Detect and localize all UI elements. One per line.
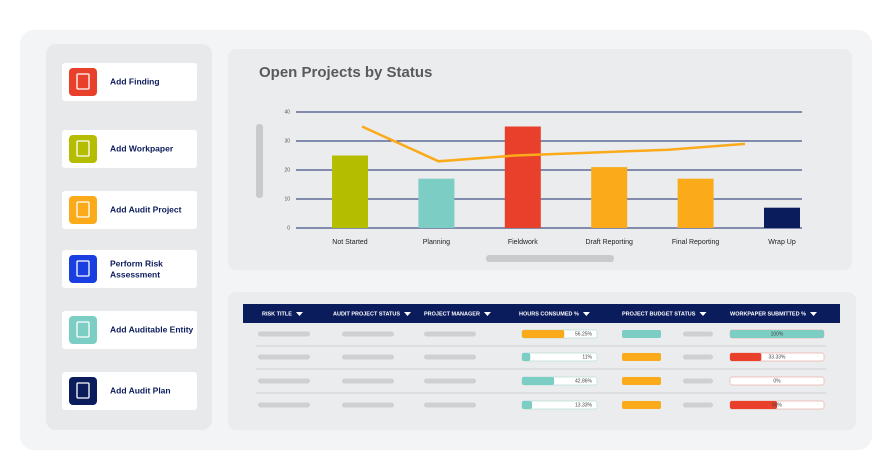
hours-label: 56.25% bbox=[575, 331, 593, 337]
budget-status bbox=[622, 401, 661, 409]
action-icon-glyph bbox=[76, 73, 90, 90]
y-tick-label: 30 bbox=[284, 138, 290, 144]
workpaper-bar bbox=[730, 330, 824, 338]
hours-bar bbox=[522, 330, 565, 338]
hours-label: 13.33% bbox=[575, 402, 593, 408]
bar bbox=[332, 155, 368, 228]
y-tick-label: 40 bbox=[284, 109, 290, 115]
workpaper-track bbox=[729, 376, 825, 386]
hours-bar bbox=[522, 401, 532, 409]
placeholder bbox=[683, 331, 713, 337]
hours-label: 11% bbox=[582, 354, 592, 360]
placeholder bbox=[342, 402, 394, 408]
action-icon bbox=[69, 68, 97, 96]
placeholder bbox=[424, 402, 476, 408]
action-icon-glyph bbox=[76, 140, 90, 157]
placeholder bbox=[683, 402, 713, 408]
placeholder bbox=[683, 354, 713, 360]
action-icon-glyph bbox=[76, 321, 90, 338]
bar bbox=[677, 178, 714, 228]
action-label: Add Audit Project bbox=[110, 204, 182, 214]
placeholder bbox=[424, 331, 476, 337]
hours-bar bbox=[522, 353, 531, 361]
workpaper-label: 33.33% bbox=[769, 354, 787, 360]
column-header: HOURS CONSUMED % bbox=[519, 311, 579, 317]
x-tick-label: Fieldwork bbox=[508, 239, 538, 246]
action-label-line2: Assessment bbox=[110, 269, 160, 279]
y-tick-label: 0 bbox=[287, 225, 290, 231]
sort-arrow[interactable] bbox=[809, 312, 817, 316]
workpaper-label: 100% bbox=[771, 331, 784, 337]
action-label: Perform Risk bbox=[110, 258, 163, 268]
placeholder bbox=[258, 378, 310, 384]
x-tick-label: Draft Reporting bbox=[585, 239, 633, 246]
chart-title: Open Projects by Status bbox=[259, 64, 432, 81]
column-header: AUDIT PROJECT STATUS bbox=[333, 311, 400, 317]
action-icon bbox=[69, 196, 97, 224]
x-tick-label: Final Reporting bbox=[672, 239, 720, 246]
budget-status bbox=[622, 377, 661, 385]
x-tick-label: Wrap Up bbox=[768, 239, 796, 246]
action-icon bbox=[69, 377, 97, 405]
workpaper-bar bbox=[730, 353, 762, 361]
table-header bbox=[243, 304, 840, 323]
placeholder bbox=[342, 378, 394, 384]
action-icon bbox=[69, 255, 97, 283]
placeholder bbox=[342, 331, 394, 337]
action-label: Add Workpaper bbox=[110, 143, 174, 153]
action-icon-glyph bbox=[76, 382, 90, 399]
bar bbox=[418, 178, 455, 228]
workpaper-bar bbox=[730, 401, 777, 409]
y-tick-label: 20 bbox=[284, 167, 290, 173]
sort-arrow[interactable] bbox=[699, 312, 707, 316]
sort-arrow[interactable] bbox=[295, 312, 303, 316]
column-header: WORKPAPER SUBMITTED % bbox=[730, 311, 806, 317]
action-label: Add Finding bbox=[110, 76, 160, 86]
bar bbox=[504, 126, 541, 228]
placeholder bbox=[424, 378, 476, 384]
action-label: Add Auditable Entity bbox=[110, 324, 194, 334]
bar bbox=[764, 207, 800, 228]
workpaper-label: 50% bbox=[772, 402, 783, 408]
sort-arrow[interactable] bbox=[582, 312, 590, 316]
action-icon-glyph bbox=[76, 260, 90, 277]
workpaper-label: 0% bbox=[773, 378, 781, 384]
action-icon bbox=[69, 135, 97, 163]
placeholder bbox=[258, 331, 310, 337]
bar bbox=[591, 167, 628, 228]
column-header: RISK TITLE bbox=[262, 311, 292, 317]
sort-arrow[interactable] bbox=[404, 312, 412, 316]
action-icon bbox=[69, 316, 97, 344]
budget-status bbox=[622, 330, 661, 338]
horizontal-scrollbar[interactable] bbox=[486, 255, 614, 262]
sort-arrow[interactable] bbox=[483, 312, 491, 316]
placeholder bbox=[258, 402, 310, 408]
budget-status bbox=[622, 353, 661, 361]
action-label: Add Audit Plan bbox=[110, 385, 171, 395]
action-icon-glyph bbox=[76, 201, 90, 218]
y-tick-label: 10 bbox=[284, 196, 290, 202]
column-header: PROJECT BUDGET STATUS bbox=[622, 311, 696, 317]
x-tick-label: Not Started bbox=[332, 239, 368, 246]
placeholder bbox=[424, 354, 476, 360]
hours-label: 42.86% bbox=[575, 378, 593, 384]
hours-bar bbox=[522, 377, 555, 385]
vertical-scrollbar[interactable] bbox=[256, 124, 263, 198]
placeholder bbox=[258, 354, 310, 360]
placeholder bbox=[683, 378, 713, 384]
column-header: PROJECT MANAGER bbox=[424, 311, 480, 317]
line bbox=[361, 125, 746, 163]
x-tick-label: Planning bbox=[423, 239, 450, 246]
placeholder bbox=[342, 354, 394, 360]
